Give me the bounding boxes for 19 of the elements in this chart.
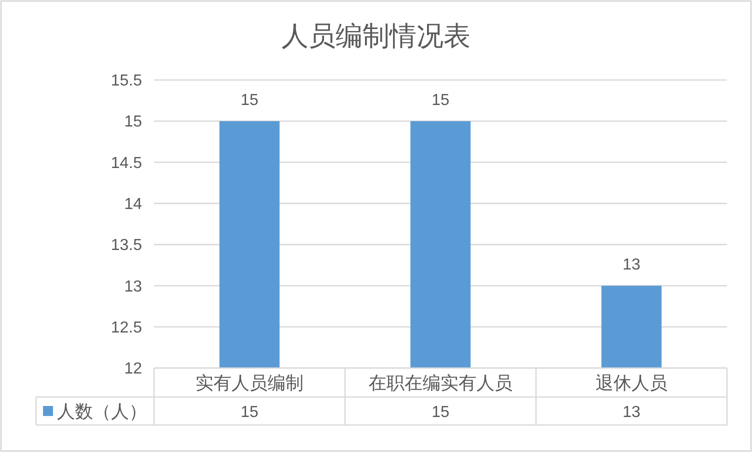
y-tick-label: 15 [124,114,142,131]
annotation: 15 [432,92,450,110]
y-tick-label: 12 [124,360,142,378]
data-label: 15 [240,404,258,421]
x-tick-label: 退休人员 [596,372,668,393]
data-label: 15 [432,404,450,421]
y-tick-label: 15.5 [110,72,142,90]
y-tick-label: 12.5 [110,319,142,336]
x-tick-label: 实有人员编制 [196,372,304,393]
y-tick-label: 14 [124,196,142,214]
annotation: 15 [240,92,258,110]
legend-label: 人数（人） [57,401,147,422]
data-label: 13 [622,404,640,421]
y-tick-label: 13.5 [110,237,142,254]
y-tick-label: 13 [124,278,142,296]
chart-title: 人员编制情况表 [282,21,470,51]
annotation: 13 [622,256,640,274]
x-tick-label: 在职在编实有人员 [368,372,512,393]
y-tick-label: 14.5 [110,154,142,172]
